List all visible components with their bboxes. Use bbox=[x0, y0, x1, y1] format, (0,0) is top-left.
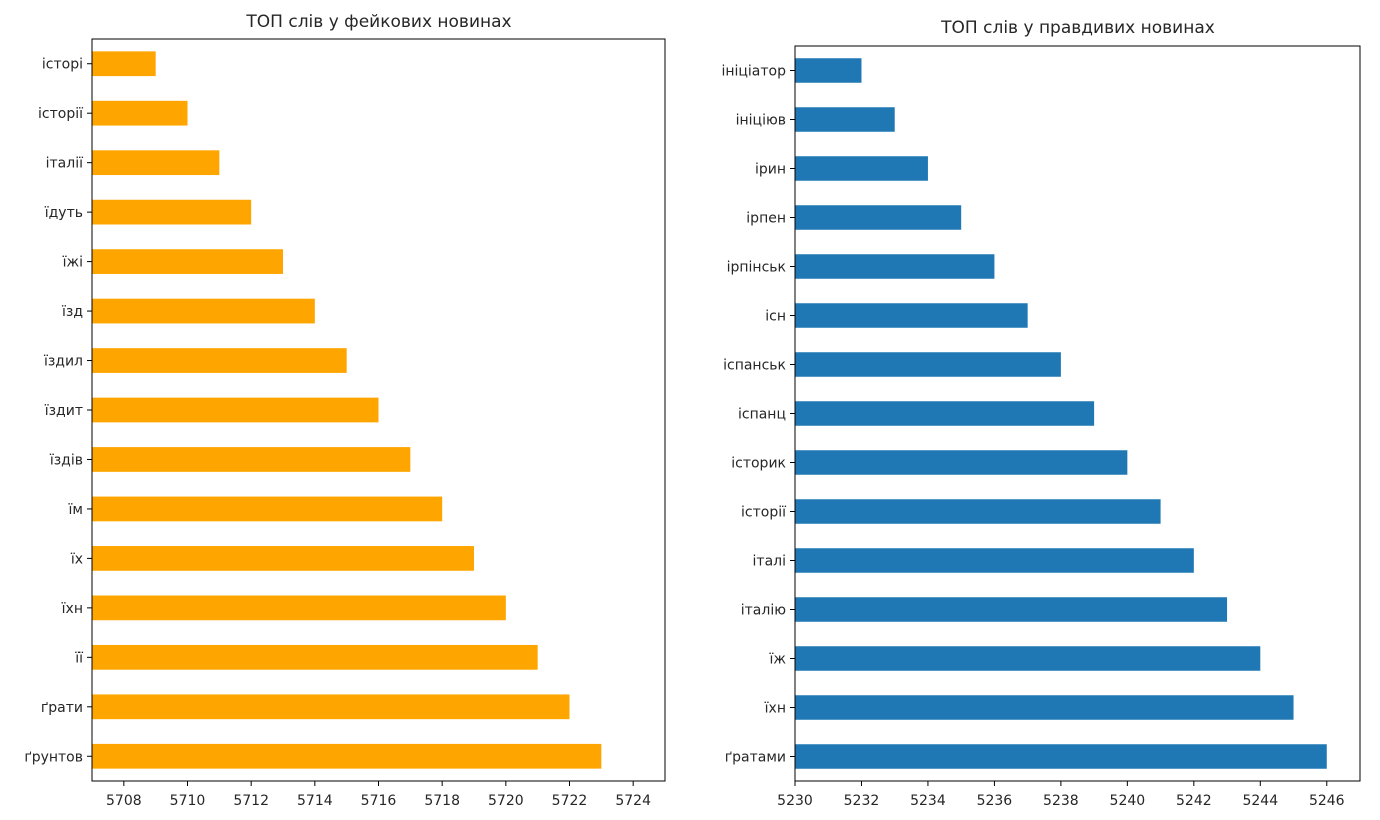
true-bar bbox=[795, 695, 1294, 720]
true-xtick-label: 5230 bbox=[777, 793, 813, 809]
fake-ytick-label: ґрунтов bbox=[24, 749, 83, 765]
true-axes-frame bbox=[794, 45, 1361, 782]
fake-xtick-label: 5708 bbox=[106, 793, 142, 809]
true-news-chart-title: ТОП слів у правдивих новинах bbox=[940, 18, 1215, 38]
fake-bar bbox=[92, 51, 156, 77]
fake-bar bbox=[92, 743, 602, 769]
fake-bar bbox=[92, 150, 220, 176]
true-bar bbox=[795, 548, 1194, 573]
fake-ytick-label: їздил bbox=[43, 354, 83, 370]
fake-bar bbox=[92, 694, 570, 720]
fake-ytick-label: її bbox=[74, 650, 83, 666]
true-ytick-label: їхн bbox=[764, 701, 786, 717]
fake-bar bbox=[92, 348, 347, 373]
true-bar bbox=[795, 107, 895, 132]
true-ytick-label: ініціатор bbox=[721, 64, 786, 80]
fake-bar bbox=[92, 298, 315, 324]
fake-ytick-label: їздит bbox=[44, 403, 83, 419]
fake-ytick-label: італії bbox=[46, 156, 83, 172]
true-ytick-label: італі bbox=[753, 554, 786, 570]
true-bar bbox=[795, 744, 1327, 769]
true-ytick-label: їж bbox=[768, 652, 786, 668]
true-bar bbox=[795, 352, 1061, 377]
true-bar bbox=[795, 58, 862, 83]
fake-ytick-label: їм bbox=[68, 502, 83, 518]
fake-xtick-label: 5720 bbox=[488, 793, 524, 809]
true-bar bbox=[795, 205, 962, 230]
true-ytick-label: ірпен bbox=[746, 211, 786, 227]
fake-ytick-label: їзд bbox=[61, 304, 83, 320]
true-xtick-label: 5240 bbox=[1110, 793, 1146, 809]
true-bar bbox=[795, 597, 1228, 622]
true-bar bbox=[795, 646, 1261, 671]
true-xtick-label: 5238 bbox=[1043, 793, 1079, 809]
fake-xtick-label: 5716 bbox=[361, 793, 397, 809]
true-bar bbox=[795, 156, 928, 181]
true-ytick-label: ґратами bbox=[725, 750, 786, 766]
fake-news-chart-title: ТОП слів у фейкових новинах bbox=[245, 12, 511, 32]
fake-news-chart: ТОП слів у фейкових новинах історі історі… bbox=[24, 12, 666, 809]
fake-xtick-label: 5714 bbox=[297, 793, 333, 809]
fake-axes-frame bbox=[91, 38, 666, 782]
fake-bar bbox=[92, 496, 443, 522]
true-bar bbox=[795, 401, 1095, 426]
fake-bar bbox=[92, 447, 411, 472]
true-ytick-label: ірпінськ bbox=[727, 260, 786, 276]
fake-ytick-label: історії bbox=[38, 106, 83, 122]
true-xtick-label: 5242 bbox=[1176, 793, 1212, 809]
true-ytick-label: історик bbox=[731, 456, 786, 472]
fake-bar bbox=[92, 100, 188, 126]
fake-xtick-label: 5718 bbox=[424, 793, 460, 809]
fake-bar bbox=[92, 249, 283, 274]
fake-ytick-label: історі bbox=[42, 57, 83, 73]
true-xtick-label: 5234 bbox=[910, 793, 946, 809]
true-bar bbox=[795, 254, 995, 279]
true-bar bbox=[795, 499, 1161, 524]
true-ytick-label: історії bbox=[741, 505, 786, 521]
fake-xtick-label: 5722 bbox=[552, 793, 588, 809]
true-ytick-label: іспанськ bbox=[723, 358, 786, 374]
true-ytick-label: ірин bbox=[755, 162, 786, 178]
fake-xtick-label: 5724 bbox=[615, 793, 651, 809]
fake-bar bbox=[92, 546, 474, 571]
true-ytick-label: існ bbox=[765, 309, 786, 325]
fake-ytick-label: їдуть bbox=[44, 205, 83, 221]
true-bar bbox=[795, 303, 1028, 328]
fake-ytick-label: їх bbox=[70, 551, 83, 567]
fake-bar bbox=[92, 595, 506, 621]
true-xtick-label: 5246 bbox=[1309, 793, 1345, 809]
true-ytick-label: італію bbox=[741, 603, 786, 619]
fake-bar bbox=[92, 199, 252, 225]
fake-xtick-label: 5710 bbox=[170, 793, 206, 809]
true-bar bbox=[795, 450, 1128, 475]
fake-ytick-label: ґрати bbox=[41, 700, 83, 716]
true-xtick-label: 5236 bbox=[977, 793, 1013, 809]
fake-ytick-label: їжі bbox=[62, 255, 83, 271]
fake-ytick-label: їздів bbox=[49, 452, 83, 468]
fake-bar bbox=[92, 644, 538, 670]
fake-bar bbox=[92, 397, 379, 423]
fake-xtick-label: 5712 bbox=[233, 793, 269, 809]
fake-ytick-label: їхн bbox=[61, 601, 83, 617]
true-ytick-label: ініціюв bbox=[736, 113, 786, 129]
true-ytick-label: іспанц bbox=[738, 407, 786, 423]
true-xtick-label: 5244 bbox=[1242, 793, 1278, 809]
true-xtick-label: 5232 bbox=[844, 793, 880, 809]
true-news-chart: ТОП слів у правдивих новинах ініціатор ін… bbox=[721, 18, 1361, 809]
